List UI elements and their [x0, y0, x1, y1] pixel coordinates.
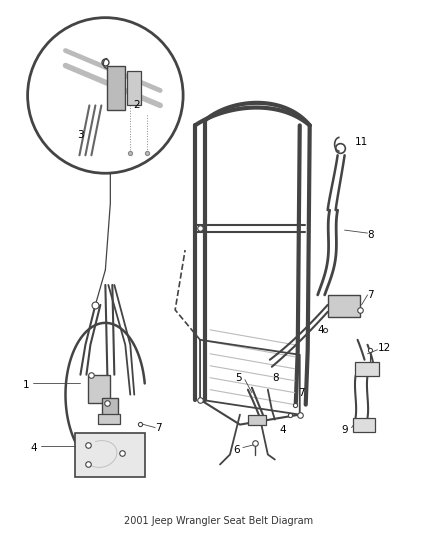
Text: 2001 Jeep Wrangler Seat Belt Diagram: 2001 Jeep Wrangler Seat Belt Diagram [124, 516, 314, 526]
Bar [355, 362, 379, 376]
Bar [248, 415, 266, 425]
Text: 2: 2 [133, 100, 140, 110]
Text: 7: 7 [298, 387, 304, 398]
Text: 7: 7 [367, 290, 374, 300]
Text: 9: 9 [342, 425, 348, 434]
Text: 12: 12 [378, 343, 391, 353]
Bar [107, 66, 125, 110]
Bar [328, 295, 360, 317]
Text: 6: 6 [233, 445, 240, 455]
Text: 8: 8 [272, 373, 279, 383]
Bar [99, 414, 120, 424]
Bar [75, 433, 145, 478]
Text: 8: 8 [367, 230, 374, 240]
Text: 7: 7 [155, 423, 162, 433]
Text: 4: 4 [31, 442, 37, 453]
Bar [88, 375, 110, 402]
Bar [102, 398, 118, 416]
Text: 11: 11 [355, 138, 368, 147]
Text: 3: 3 [78, 131, 84, 140]
Text: 5: 5 [235, 373, 242, 383]
Bar [353, 417, 374, 432]
Text: 1: 1 [23, 379, 29, 390]
Text: 4: 4 [318, 325, 324, 335]
Bar [127, 70, 141, 106]
Text: 4: 4 [280, 425, 286, 434]
